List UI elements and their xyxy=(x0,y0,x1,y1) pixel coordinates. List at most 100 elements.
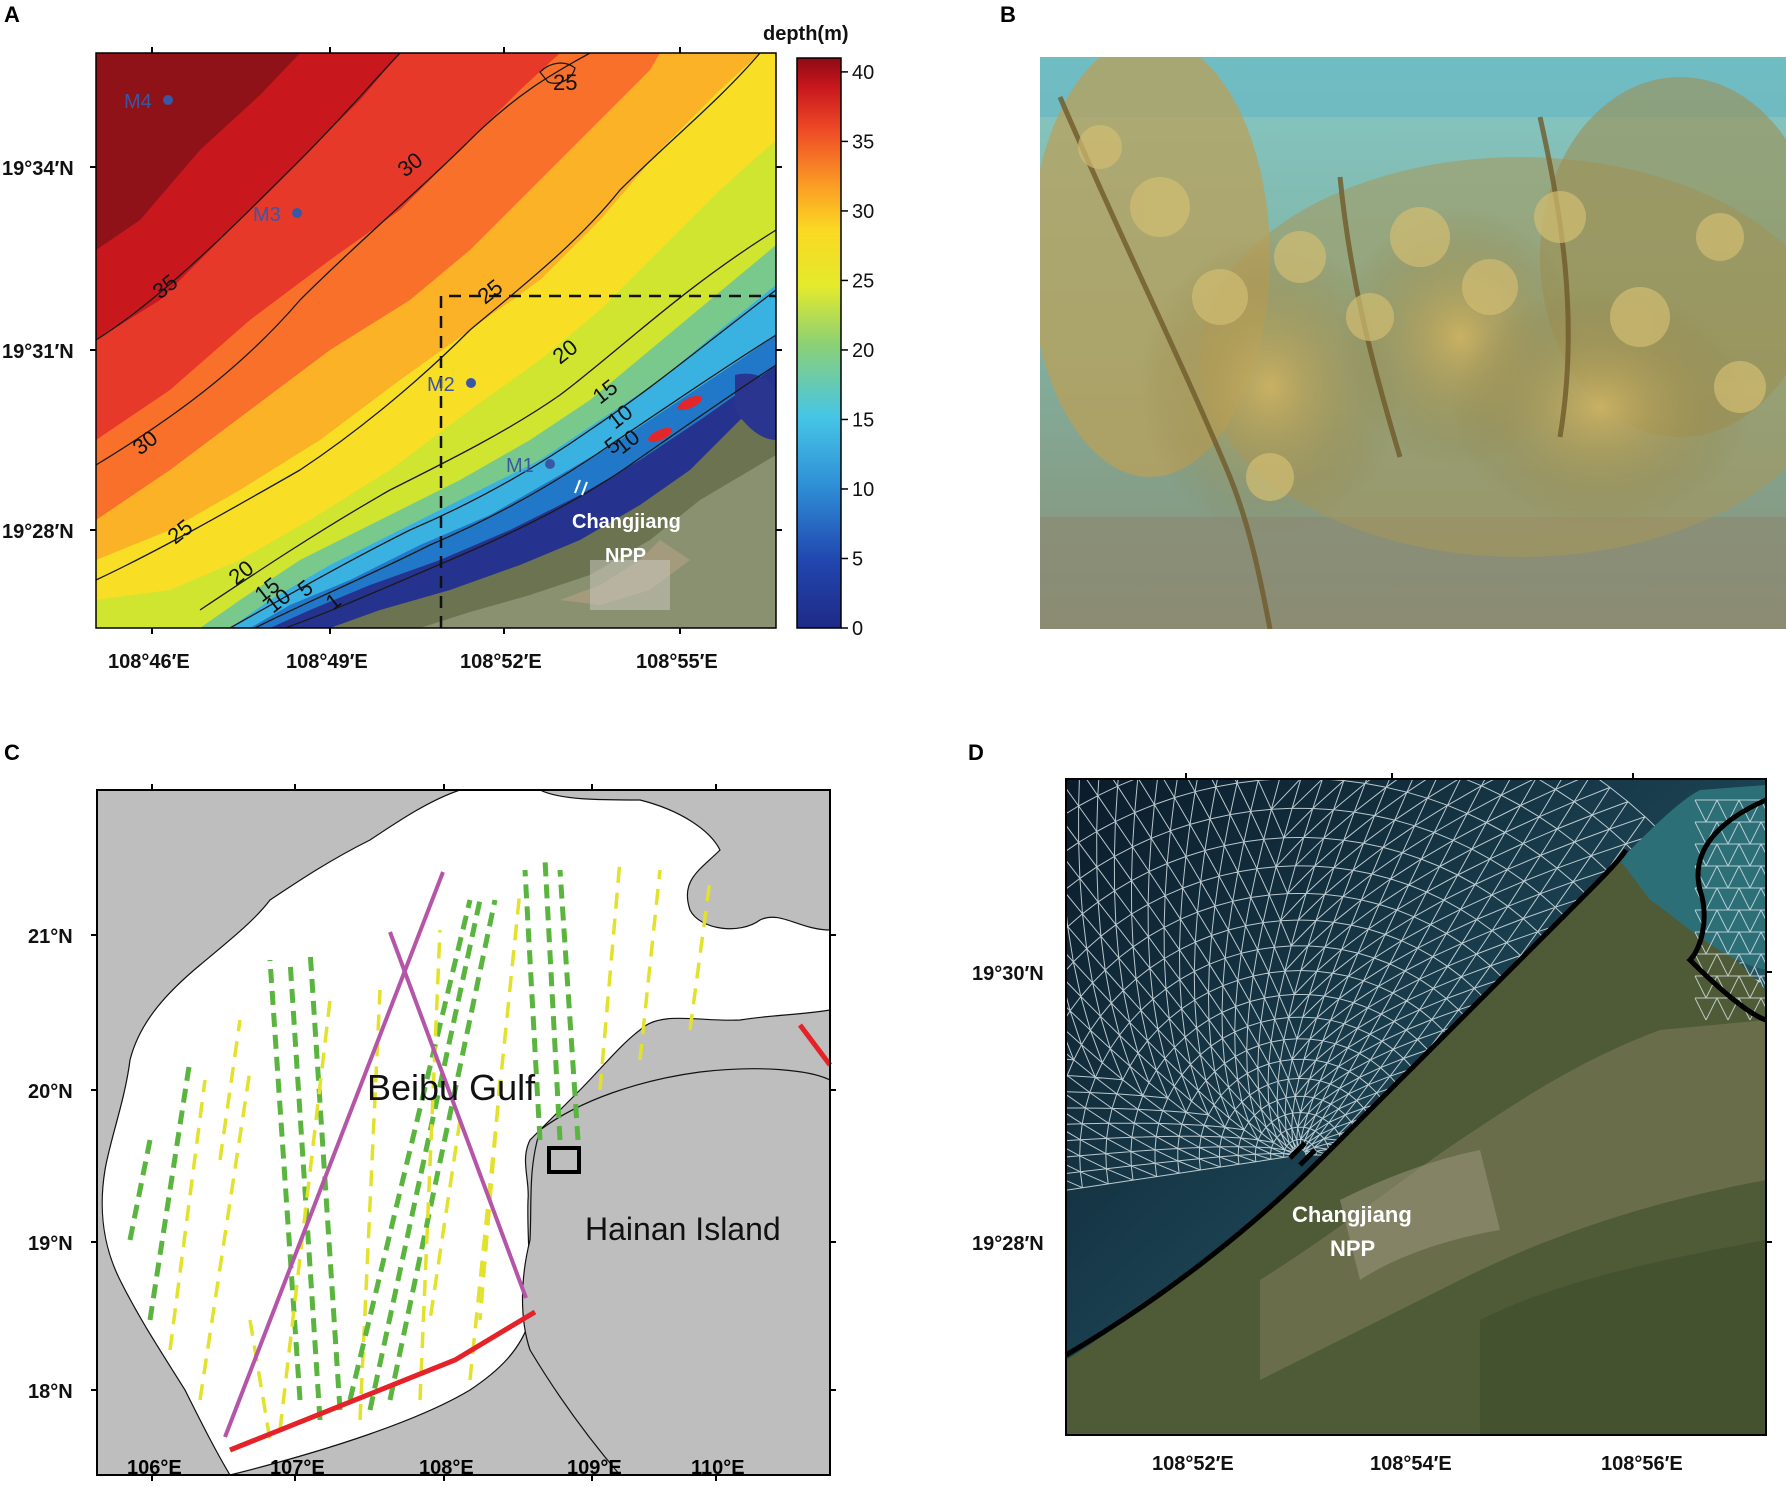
colorbar-tick-label: 40 xyxy=(852,62,874,84)
survey-track xyxy=(218,1019,242,1161)
y-tick-label: 20°N xyxy=(28,1081,73,1103)
survey-track xyxy=(387,899,498,1401)
y-tick-label: 19°28′N xyxy=(2,521,74,543)
coastline xyxy=(1064,848,1629,1358)
axis-ticks xyxy=(1185,773,1772,1243)
hainan-island xyxy=(521,1068,830,1475)
station-dot-m1 xyxy=(545,459,555,469)
outfall-pipe xyxy=(574,479,588,496)
island-label: Hainan Island xyxy=(585,1211,781,1247)
survey-track xyxy=(127,1139,153,1241)
beibu-gulf-map-panel: Beibu Gulf Hainan Island 21°N 20°N 19°N … xyxy=(28,784,836,1481)
station-markers: M4 M3 M2 M1 xyxy=(124,91,555,477)
panel-label-b: B xyxy=(1000,2,1016,27)
panel-label-c: C xyxy=(4,740,20,765)
colorbar-tick-label: 30 xyxy=(852,201,874,223)
map-frame xyxy=(95,52,777,629)
colorbar-title: depth(m) xyxy=(763,23,849,45)
x-tick-label: 107°E xyxy=(270,1457,325,1479)
contour-label: 25 xyxy=(553,70,577,95)
survey-track xyxy=(267,959,303,1401)
survey-track xyxy=(542,859,563,1141)
colorbar-tick-label: 5 xyxy=(852,548,863,570)
colorbar-tick-label: 25 xyxy=(852,270,874,292)
colorbar-tick-label: 10 xyxy=(852,479,874,501)
red-patch-1 xyxy=(648,427,672,443)
x-tick-label: 108°55′E xyxy=(636,651,718,673)
x-tick-label: 108°46′E xyxy=(108,651,190,673)
y-tick-label: 21°N xyxy=(28,926,73,948)
site-label-npp: NPP xyxy=(605,545,646,567)
survey-track xyxy=(248,1319,272,1441)
survey-track xyxy=(278,999,332,1431)
survey-track xyxy=(478,1079,502,1321)
outfall-pipe xyxy=(1288,1141,1317,1167)
y-tick-label: 19°N xyxy=(28,1233,73,1255)
x-tick-label: 108°E xyxy=(419,1457,474,1479)
y-tick-label: 19°30′N xyxy=(972,963,1044,985)
colorbar-bar xyxy=(796,57,842,629)
y-tick-label: 18°N xyxy=(28,1381,73,1403)
red-patch-markers xyxy=(648,395,702,443)
survey-track xyxy=(598,859,622,1091)
survey-track xyxy=(358,989,382,1421)
red-patch-2 xyxy=(678,395,702,411)
lagoon-boundary xyxy=(1686,797,1767,1023)
map-frame xyxy=(96,789,831,1476)
east-boundary xyxy=(798,1023,832,1067)
y-tick-label: 19°28′N xyxy=(972,1233,1044,1255)
site-label-npp: NPP xyxy=(1330,1236,1375,1261)
colorbar-tick-label: 35 xyxy=(852,131,874,153)
x-tick-label: 108°56′E xyxy=(1601,1453,1683,1475)
lagoon-mesh-lines xyxy=(1694,799,1766,1021)
station-label-m2: M2 xyxy=(427,374,455,396)
south-boundary xyxy=(229,1309,537,1453)
model-mesh-panel: Changjiang NPP 19°30′N 19°28′N 108°52′E … xyxy=(972,773,1772,1475)
axis-labels: 19°30′N 19°28′N 108°52′E 108°54′E 108°56… xyxy=(972,963,1683,1475)
station-label-m4: M4 xyxy=(124,91,152,113)
survey-track xyxy=(638,869,662,1061)
survey-track xyxy=(428,1119,462,1321)
colorbar-tick-label: 20 xyxy=(852,340,874,362)
map-frame xyxy=(1065,778,1767,1436)
survey-track xyxy=(287,959,323,1421)
site-label-changjiang: Changjiang xyxy=(1292,1202,1412,1227)
x-tick-label: 108°52′E xyxy=(1152,1453,1234,1475)
axis-labels: 21°N 20°N 19°N 18°N xyxy=(28,926,73,1403)
axis-ticks xyxy=(91,784,836,1481)
gulf-label: Beibu Gulf xyxy=(367,1067,536,1108)
y-tick-label: 19°31′N xyxy=(2,341,74,363)
survey-track xyxy=(168,1079,207,1351)
x-tick-label: 106°E xyxy=(127,1457,182,1479)
station-dot-m4 xyxy=(163,95,173,105)
x-tick-label: 108°52′E xyxy=(460,651,542,673)
study-area-box xyxy=(439,294,776,628)
y-tick-label: 19°34′N xyxy=(2,158,74,180)
survey-track xyxy=(198,1069,252,1401)
depth-colorbar: depth(m) 40 35 30 25 20 15 10 5 0 xyxy=(763,23,874,640)
transect-line-2 xyxy=(388,931,528,1299)
panel-c-x-labels: 106°E 107°E 108°E 109°E 110°E xyxy=(0,1457,860,1487)
site-label-changjiang: Changjiang xyxy=(572,511,681,533)
colorbar-tick-label: 0 xyxy=(852,618,863,640)
station-dot-m3 xyxy=(292,208,302,218)
open-boundary xyxy=(229,1023,832,1453)
transect-lines xyxy=(223,871,528,1438)
x-tick-label: 108°49′E xyxy=(286,651,368,673)
survey-track xyxy=(557,869,581,1141)
colorbar-tick-label: 15 xyxy=(852,409,874,431)
station-label-m1: M1 xyxy=(506,455,534,477)
survey-track xyxy=(418,929,442,1401)
transect-line-1 xyxy=(223,871,445,1438)
x-tick-label: 110°E xyxy=(691,1457,745,1479)
seaweed-photo xyxy=(1040,57,1786,629)
station-label-m3: M3 xyxy=(253,204,281,226)
survey-track xyxy=(522,869,543,1141)
station-dot-m2 xyxy=(466,378,476,388)
panel-label-d: D xyxy=(968,740,984,765)
x-tick-label: 109°E xyxy=(567,1457,622,1479)
axis-ticks xyxy=(90,47,782,634)
bathymetry-map-panel: 25 30 35 25 30 25 20 20 15 15 10 5 1 10 … xyxy=(2,23,874,673)
x-tick-label: 108°54′E xyxy=(1370,1453,1452,1475)
axis-labels: 19°34′N 19°31′N 19°28′N 108°46′E 108°49′… xyxy=(2,158,718,673)
